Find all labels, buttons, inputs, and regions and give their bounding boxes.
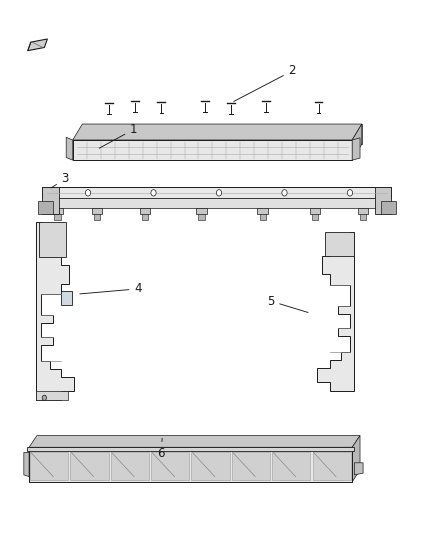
Circle shape xyxy=(347,190,353,196)
Polygon shape xyxy=(352,138,360,160)
Polygon shape xyxy=(94,214,100,220)
Polygon shape xyxy=(272,453,311,480)
Polygon shape xyxy=(325,232,354,256)
Polygon shape xyxy=(313,453,351,480)
Polygon shape xyxy=(196,208,207,214)
Text: 4: 4 xyxy=(80,282,142,295)
Circle shape xyxy=(42,395,46,400)
Polygon shape xyxy=(140,208,150,214)
Polygon shape xyxy=(42,187,392,198)
Polygon shape xyxy=(28,39,47,51)
Polygon shape xyxy=(52,208,63,214)
Polygon shape xyxy=(232,453,270,480)
Text: 6: 6 xyxy=(158,438,165,460)
Polygon shape xyxy=(71,453,109,480)
Polygon shape xyxy=(360,214,366,220)
Polygon shape xyxy=(73,140,352,160)
Polygon shape xyxy=(111,453,149,480)
Circle shape xyxy=(85,190,91,196)
Polygon shape xyxy=(381,201,396,214)
Text: 5: 5 xyxy=(267,295,308,312)
Polygon shape xyxy=(27,447,354,451)
Polygon shape xyxy=(39,222,66,257)
Polygon shape xyxy=(30,453,68,480)
Polygon shape xyxy=(258,208,268,214)
Circle shape xyxy=(282,190,287,196)
Polygon shape xyxy=(38,201,53,214)
Polygon shape xyxy=(354,463,363,475)
Text: 2: 2 xyxy=(234,64,296,101)
Polygon shape xyxy=(36,391,68,400)
Polygon shape xyxy=(24,453,29,477)
Polygon shape xyxy=(73,124,362,140)
Polygon shape xyxy=(198,214,205,220)
Polygon shape xyxy=(29,435,360,447)
Polygon shape xyxy=(42,187,59,214)
Polygon shape xyxy=(66,138,73,160)
Polygon shape xyxy=(358,208,368,214)
Polygon shape xyxy=(375,187,392,214)
Polygon shape xyxy=(352,435,360,482)
Polygon shape xyxy=(317,232,354,391)
Text: 3: 3 xyxy=(51,172,69,188)
Polygon shape xyxy=(352,124,362,160)
Circle shape xyxy=(151,190,156,196)
Polygon shape xyxy=(60,292,72,305)
Polygon shape xyxy=(312,214,318,220)
Polygon shape xyxy=(92,208,102,214)
Polygon shape xyxy=(36,222,74,400)
Circle shape xyxy=(216,190,222,196)
Polygon shape xyxy=(142,214,148,220)
Polygon shape xyxy=(310,208,320,214)
Polygon shape xyxy=(260,214,266,220)
Polygon shape xyxy=(54,214,60,220)
Polygon shape xyxy=(82,124,362,144)
Text: 1: 1 xyxy=(99,123,138,148)
Polygon shape xyxy=(46,198,387,208)
Polygon shape xyxy=(151,453,189,480)
Polygon shape xyxy=(29,447,352,482)
Polygon shape xyxy=(191,453,230,480)
